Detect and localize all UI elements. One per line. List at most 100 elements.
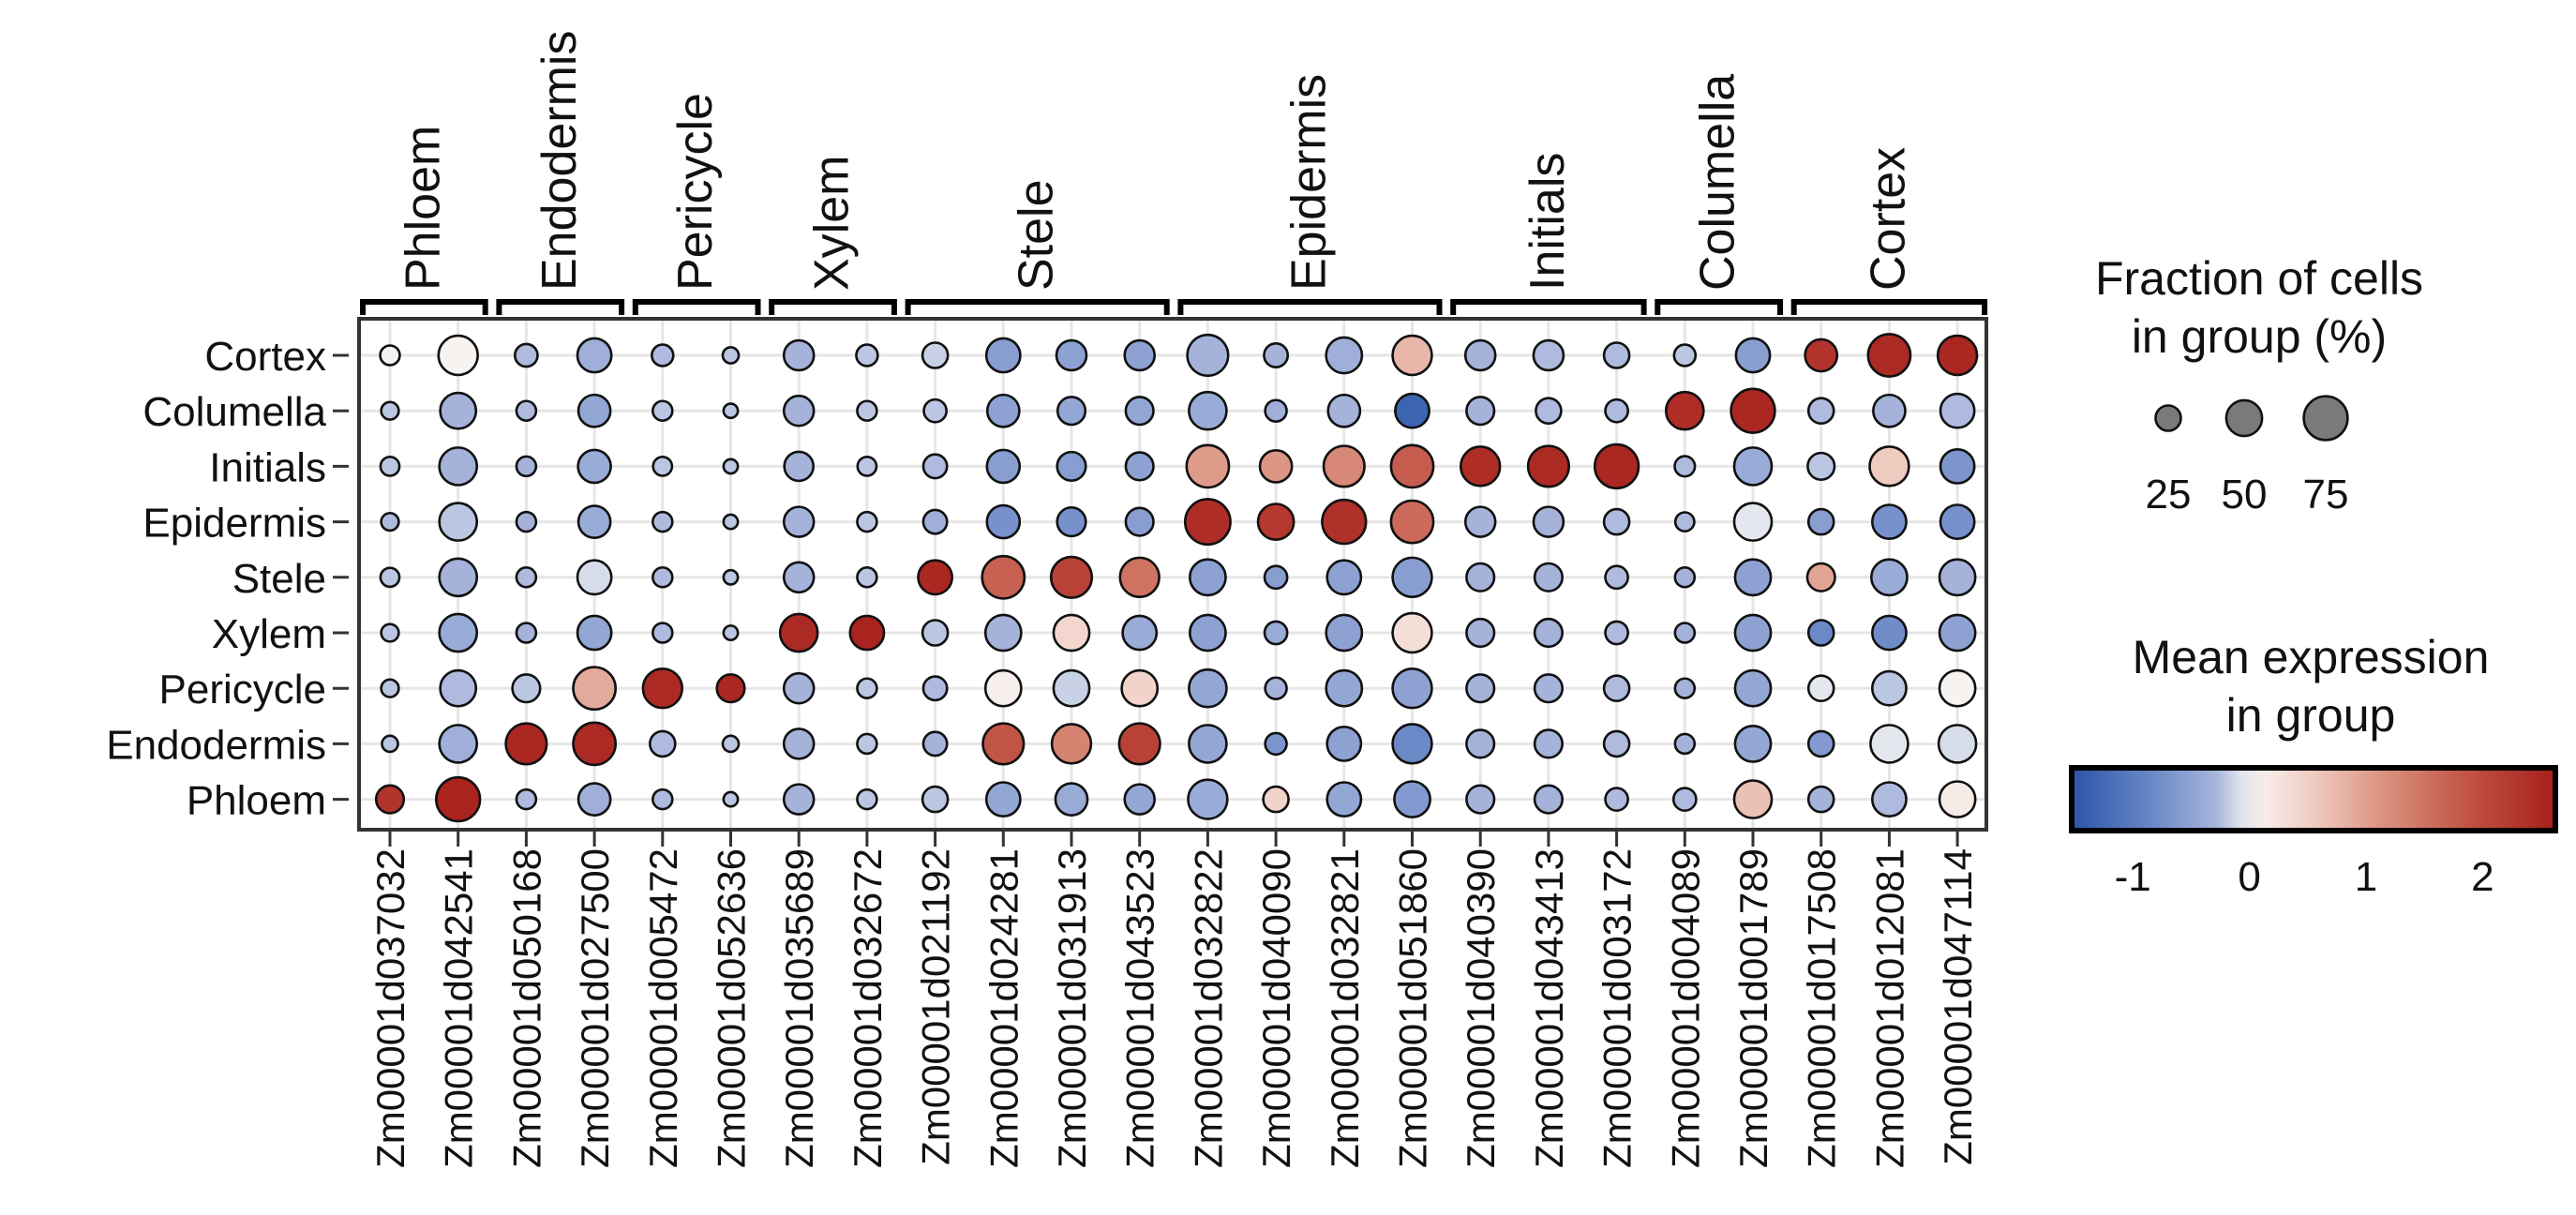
dot-phloem-zm00001d051860	[1393, 780, 1431, 818]
dot-cortex-zm00001d043523	[1123, 338, 1156, 372]
x-tick-label: Zm00001d021192	[914, 848, 958, 1165]
dot-xylem-zm00001d032822	[1189, 613, 1227, 652]
y-tick-label: Phloem	[187, 778, 326, 824]
dot-cortex-zm00001d012081	[1866, 333, 1912, 378]
dot-phloem-zm00001d003172	[1604, 787, 1629, 812]
group-brackets	[360, 299, 1988, 315]
group-bracket	[1790, 299, 1988, 315]
x-tick-label: Zm00001d012081	[1867, 848, 1911, 1168]
dot-phloem-zm00001d043523	[1123, 783, 1156, 816]
dot-epidermis-zm00001d003172	[1602, 507, 1631, 536]
y-tick-label: Initials	[209, 444, 326, 490]
group-label: Columella	[1691, 74, 1745, 291]
dot-pericycle-zm00001d005472	[641, 667, 684, 710]
dot-pericycle-zm00001d031913	[1052, 668, 1091, 708]
dot-phloem-zm00001d021192	[921, 785, 950, 814]
dot-columella-zm00001d032672	[856, 399, 878, 422]
dot-pericycle-zm00001d037032	[380, 678, 400, 698]
dot-phloem-zm00001d040390	[1465, 784, 1496, 815]
dot-epidermis-zm00001d043523	[1124, 506, 1155, 537]
x-tick-label: Zm00001d004089	[1663, 848, 1707, 1168]
x-tick-label: Zm00001d032822	[1186, 848, 1230, 1168]
x-tick-label: Zm00001d027500	[573, 848, 617, 1168]
dot-pericycle-zm00001d035689	[782, 671, 816, 705]
dot-cortex-zm00001d035689	[782, 338, 816, 372]
dot-xylem-zm00001d032821	[1325, 613, 1364, 652]
dot-epidermis-zm00001d032822	[1183, 498, 1232, 547]
dot-xylem-zm00001d040090	[1263, 620, 1289, 646]
group-bracket	[769, 299, 897, 315]
colorbar-tick-label: 1	[2355, 854, 2377, 900]
colorbar-tick-label: 0	[2238, 854, 2260, 900]
dot-columella-zm00001d012081	[1872, 393, 1907, 428]
dot-columella-zm00001d043413	[1535, 397, 1563, 426]
dot-cortex-zm00001d001789	[1734, 337, 1772, 374]
x-tick-label: Zm00001d052636	[710, 848, 754, 1168]
x-tick-label: Zm00001d047114	[1936, 848, 1980, 1165]
dot-stele-zm00001d021192	[917, 559, 954, 596]
dot-initials-zm00001d032821	[1322, 444, 1366, 488]
dot-initials-zm00001d012081	[1868, 445, 1910, 488]
dot-initials-zm00001d017508	[1806, 451, 1836, 481]
dot-pericycle-zm00001d043523	[1120, 668, 1160, 708]
dot-columella-zm00001d032821	[1326, 393, 1362, 428]
dot-pericycle-zm00001d032822	[1188, 668, 1228, 709]
dot-cortex-zm00001d032822	[1186, 333, 1230, 378]
dot-columella-zm00001d001789	[1730, 387, 1776, 434]
size-legend-label: 25	[2146, 472, 2192, 518]
dot-epidermis-zm00001d024281	[985, 503, 1022, 540]
dot-stele-zm00001d052636	[722, 568, 740, 586]
dot-stele-zm00001d032672	[856, 566, 878, 589]
group-bracket	[632, 299, 761, 315]
x-tick-label: Zm00001d040090	[1254, 848, 1298, 1168]
x-tick-label: Zm00001d017508	[1800, 848, 1844, 1168]
dot-epidermis-zm00001d012081	[1870, 503, 1908, 541]
group-label: Xylem	[805, 156, 860, 291]
dot-epidermis-zm00001d050168	[515, 510, 538, 533]
dot-xylem-zm00001d043523	[1121, 614, 1159, 652]
dot-stele-zm00001d043413	[1533, 562, 1564, 592]
dot-stele-zm00001d050168	[515, 566, 538, 589]
dot-initials-zm00001d032822	[1185, 443, 1231, 489]
x-tick-label: Zm00001d032821	[1323, 848, 1367, 1168]
dot-endodermis-zm00001d005472	[648, 729, 677, 758]
dot-pericycle-zm00001d043413	[1533, 673, 1564, 704]
dot-pericycle-zm00001d040390	[1465, 673, 1496, 704]
dot-phloem-zm00001d024281	[984, 781, 1022, 818]
dot-initials-zm00001d052636	[722, 458, 740, 475]
dot-epidermis-zm00001d031913	[1056, 506, 1087, 538]
dot-columella-zm00001d021192	[922, 398, 948, 424]
dot-xylem-zm00001d005472	[651, 622, 674, 644]
dot-stele-zm00001d040390	[1465, 562, 1496, 592]
dot-pericycle-zm00001d051860	[1391, 667, 1433, 710]
size-legend-dot	[2154, 404, 2182, 432]
dot-stele-zm00001d024281	[981, 554, 1026, 600]
dot-stele-zm00001d032821	[1325, 559, 1363, 596]
dot-columella-zm00001d042541	[439, 391, 478, 430]
group-label: Phloem	[396, 126, 450, 291]
group-labels: Phloem Endodermis Pericycle Xylem Stele Epide…	[396, 31, 1915, 291]
dot-phloem-zm00001d027500	[577, 782, 612, 817]
group-label: Epidermis	[1281, 74, 1336, 291]
dot-cortex-zm00001d031913	[1055, 338, 1088, 372]
dot-xylem-zm00001d024281	[983, 613, 1023, 652]
dot-pericycle-zm00001d032821	[1325, 668, 1364, 708]
dot-columella-zm00001d017508	[1806, 397, 1835, 426]
dot-endodermis-zm00001d040390	[1465, 728, 1496, 759]
dot-endodermis-zm00001d004089	[1673, 732, 1697, 756]
dot-epidermis-zm00001d052636	[722, 513, 740, 531]
dot-epidermis-zm00001d043413	[1532, 505, 1565, 538]
dot-cortex-zm00001d043413	[1532, 338, 1565, 372]
group-bracket	[1655, 299, 1783, 315]
dot-xylem-zm00001d052636	[722, 624, 740, 641]
x-tick-label: Zm00001d051860	[1391, 848, 1435, 1168]
dot-endodermis-zm00001d052636	[721, 734, 741, 754]
dot-series	[374, 333, 1979, 823]
size-legend-title-line2: in group (%)	[2132, 310, 2387, 363]
dot-xylem-zm00001d050168	[515, 622, 538, 644]
dot-epidermis-zm00001d037032	[380, 511, 400, 532]
dot-columella-zm00001d004089	[1664, 390, 1705, 431]
dot-initials-zm00001d042541	[438, 446, 479, 487]
dot-columella-zm00001d031913	[1056, 396, 1087, 427]
dot-cortex-zm00001d040390	[1463, 338, 1497, 372]
